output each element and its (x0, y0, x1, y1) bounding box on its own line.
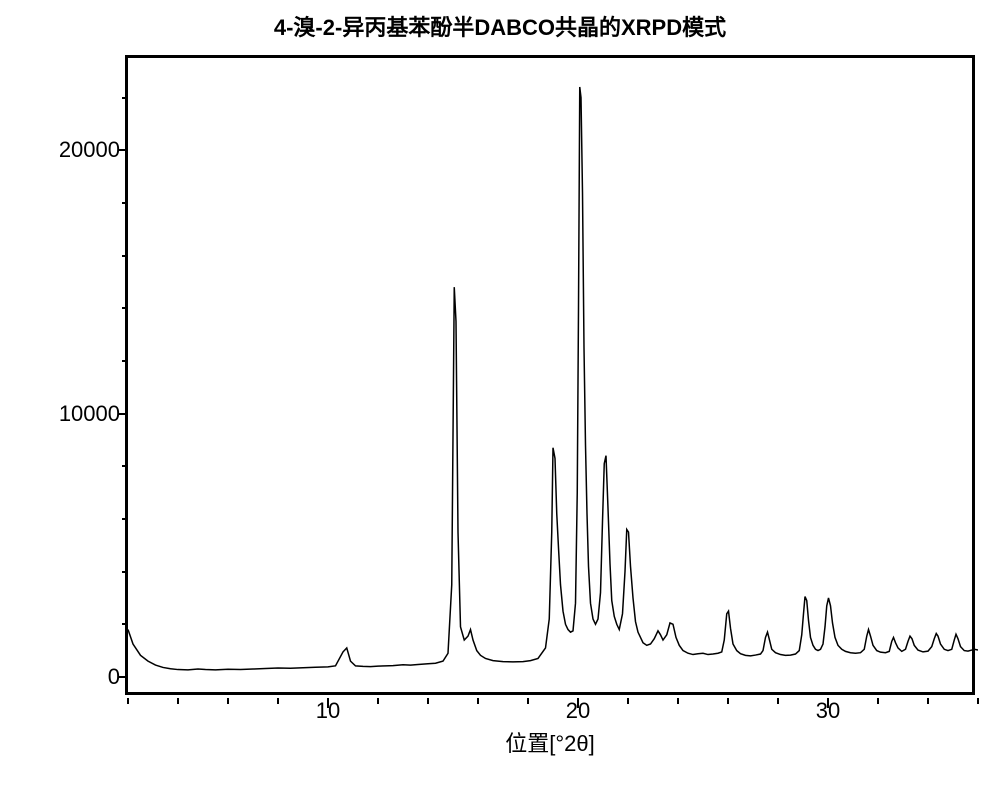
y-tick-minor (122, 518, 128, 520)
x-tick-minor (877, 698, 879, 704)
x-tick-minor (477, 698, 479, 704)
y-tick-label: 10000 (59, 401, 128, 427)
x-tick-label: 20 (566, 692, 590, 724)
x-tick-minor (977, 698, 979, 704)
y-tick-minor (122, 97, 128, 99)
y-tick-minor (122, 623, 128, 625)
y-tick-minor (122, 360, 128, 362)
y-tick-label: 20000 (59, 137, 128, 163)
y-tick-minor (122, 202, 128, 204)
y-tick-label: 0 (108, 664, 128, 690)
x-tick-minor (627, 698, 629, 704)
y-tick-minor (122, 255, 128, 257)
x-tick-minor (727, 698, 729, 704)
x-tick-minor (427, 698, 429, 704)
x-tick-minor (127, 698, 129, 704)
x-tick-label: 10 (316, 692, 340, 724)
x-tick-label: 30 (816, 692, 840, 724)
y-tick-minor (122, 571, 128, 573)
y-tick-minor (122, 465, 128, 467)
xrpd-line (128, 58, 978, 698)
y-tick-minor (122, 307, 128, 309)
x-tick-minor (677, 698, 679, 704)
x-tick-minor (377, 698, 379, 704)
plot-frame: 位置[°2θ] 01000020000102030 (125, 55, 975, 695)
x-tick-minor (177, 698, 179, 704)
x-tick-minor (927, 698, 929, 704)
chart-title: 4-溴-2-异丙基苯酚半DABCO共晶的XRPD模式 (0, 10, 1000, 42)
x-tick-minor (277, 698, 279, 704)
x-tick-minor (527, 698, 529, 704)
x-tick-minor (777, 698, 779, 704)
chart-container: 4-溴-2-异丙基苯酚半DABCO共晶的XRPD模式 位置[°2θ] 01000… (0, 0, 1000, 786)
x-tick-minor (227, 698, 229, 704)
